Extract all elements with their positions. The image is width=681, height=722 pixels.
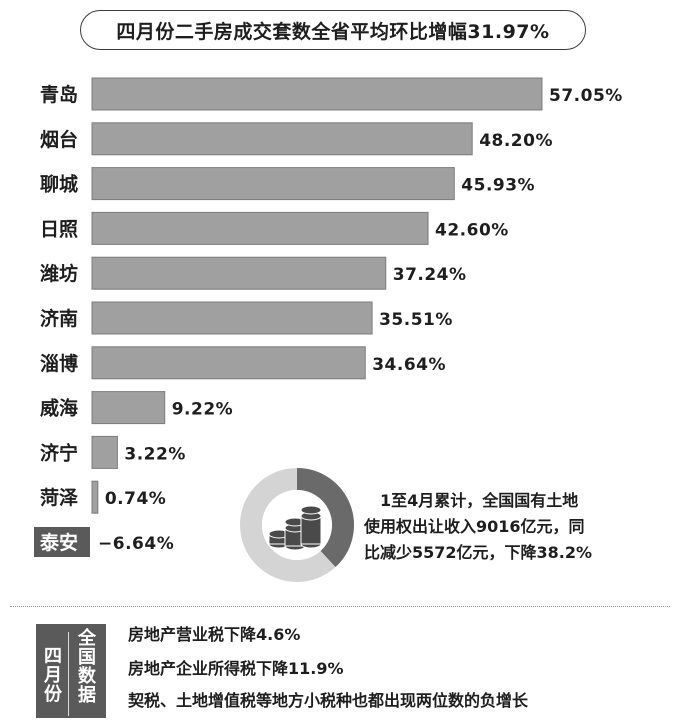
note-local-taxes: 契税、土地增值税等地方小税种也都出现两位数的负增长 [128,691,529,710]
land-revenue-text: 1至4月累计，全国国有土地 使用权出让收入9016亿元，同 比减少5572亿元，… [364,488,654,566]
bar-6 [91,346,366,380]
value-label: 42.60% [435,220,509,240]
value-label: 34.64% [372,355,446,375]
tag-data-text: 全国数据 [75,628,96,704]
bar-1 [91,122,473,156]
bar-3 [91,211,429,245]
bar-2 [91,167,455,201]
value-label: −6.64% [98,534,174,554]
national-notes: 房地产营业税下降4.6% 房地产企业所得税下降11.9% 契税、土地增值税等地方… [128,620,668,722]
category-label: 烟台 [40,128,78,151]
category-label: 济南 [40,307,78,330]
bar-5 [91,301,373,335]
category-label: 菏泽 [40,487,78,509]
category-label: 淄博 [40,352,78,375]
value-label: 37.24% [393,265,467,285]
land-revenue-line-2: 使用权出让收入9016亿元，同 [364,517,585,536]
april-national-tag: 四月份 全国数据 [36,624,106,718]
category-label: 潍坊 [39,262,78,285]
bar-4 [91,256,387,290]
bar-chart: 青岛 57.05% 烟台 48.20% 聊城 45.93% 日照 42.60% 潍坊 37.24%… [34,77,623,557]
value-label: 0.74% [105,489,166,509]
tag-separator [68,632,69,716]
land-revenue-line-3: 比减少5572亿元，下降38.2% [364,543,593,562]
note-corporate-tax: 房地产企业所得税下降11.9% [128,659,344,678]
category-highlight-negative [34,527,90,557]
category-label: 青岛 [40,83,78,106]
value-label: 57.05% [549,86,623,106]
bar-8 [91,435,118,469]
value-label: 9.22% [172,400,233,420]
land-revenue-line-1: 1至4月累计，全国国有土地 [380,491,579,510]
value-label: 3.22% [124,444,185,464]
value-label: 48.20% [479,131,553,151]
bar-0 [91,77,543,111]
chart-title: 四月份二手房成交套数全省平均环比增幅31.97% [80,10,586,50]
bar-7 [91,391,166,425]
bar-9 [91,480,99,514]
value-label: 35.51% [379,310,453,330]
tag-month-text: 四月份 [41,646,62,703]
coin-stack-icon [268,505,322,551]
note-business-tax: 房地产营业税下降4.6% [128,625,301,644]
category-label: 泰安 [39,531,78,554]
category-label: 济宁 [40,441,78,464]
donut-ring-dark [296,468,354,568]
category-label: 威海 [40,397,78,420]
value-label: 45.93% [461,176,535,196]
category-label: 日照 [40,218,78,240]
category-label: 聊城 [40,173,78,196]
land-revenue-donut [240,468,354,582]
section-divider [10,606,670,607]
